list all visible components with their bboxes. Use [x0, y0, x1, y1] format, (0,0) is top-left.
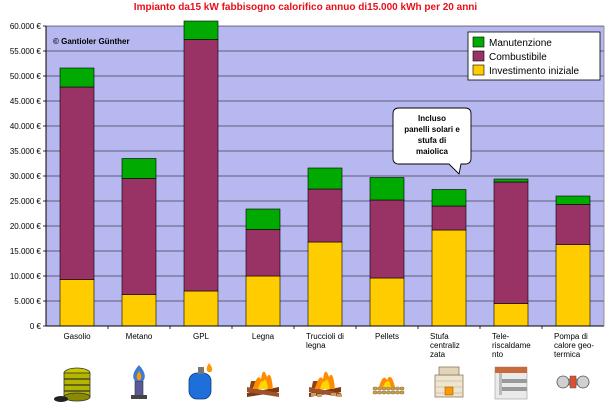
oil-barrel-icon [54, 367, 91, 402]
x-tick-label: Pompa di [554, 332, 588, 341]
legend-swatch [472, 36, 485, 48]
bar-segment-manutenzione [493, 178, 529, 183]
y-tick-label: 40.000 € [10, 122, 42, 131]
callout-bubble [392, 107, 472, 175]
bar-segment-manutenzione [245, 208, 281, 230]
bar-segment-combustibile [183, 39, 219, 292]
pellets-icon [372, 376, 405, 395]
x-tick-label: zata [430, 350, 446, 359]
bar-segment-investimento-iniziale [431, 229, 467, 327]
bar-segment-combustibile [307, 188, 343, 243]
bar-segment-combustibile [245, 229, 281, 277]
legend [467, 31, 601, 81]
gas-flame-icon [131, 365, 147, 399]
bar-segment-investimento-iniziale [307, 241, 343, 327]
bar-segment-investimento-iniziale [245, 275, 281, 327]
legend-swatch [472, 50, 485, 62]
bar-segment-manutenzione [431, 189, 467, 207]
bar-segment-investimento-iniziale [121, 294, 157, 327]
y-tick-label: 10.000 € [10, 272, 42, 281]
x-tick-label: Stufa [430, 332, 449, 341]
x-tick-label: Metano [126, 332, 153, 341]
legend-entry: Investimento iniziale [489, 66, 579, 77]
bar-segment-investimento-iniziale [59, 279, 95, 327]
bar-segment-manutenzione [555, 195, 591, 205]
x-tick-label: termica [554, 350, 581, 359]
bar-segment-combustibile [59, 86, 95, 280]
lpg-tank-icon [188, 363, 213, 400]
x-tick-label: calore geo- [554, 341, 594, 350]
callout-text: stufa di [418, 136, 446, 145]
chart-title: Impianto da15 kW fabbisogno calorifico a… [133, 2, 478, 13]
district-heating-icon [494, 366, 528, 400]
legend-swatch [472, 64, 485, 76]
bar-segment-investimento-iniziale [183, 290, 219, 327]
y-tick-label: 30.000 € [10, 172, 42, 181]
bar-segment-investimento-iniziale [493, 303, 529, 327]
callout-text: panelli solari e [404, 125, 460, 134]
central-stove-icon [434, 366, 464, 398]
y-tick-label: 50.000 € [10, 72, 42, 81]
bar-segment-manutenzione [59, 67, 95, 88]
x-tick-label: Tele- [492, 332, 510, 341]
bar-segment-manutenzione [369, 177, 405, 201]
callout-text: maiolica [416, 147, 449, 156]
y-tick-label: 55.000 € [10, 47, 42, 56]
callout-text: Incluso [418, 114, 446, 123]
wood-fire-icon [247, 371, 279, 397]
credit-label: © Gantioler Günther [53, 37, 130, 46]
heat-pump-icon [556, 375, 590, 389]
x-tick-label: legna [306, 341, 326, 350]
x-tick-label: Legna [252, 332, 275, 341]
y-tick-label: 35.000 € [10, 147, 42, 156]
legend-entry: Manutenzione [489, 38, 552, 49]
y-tick-label: 15.000 € [10, 247, 42, 256]
bar-segment-combustibile [431, 205, 467, 231]
bar-segment-combustibile [121, 178, 157, 295]
y-tick-label: 45.000 € [10, 97, 42, 106]
bar-segment-investimento-iniziale [369, 277, 405, 327]
wood-chips-fire-icon [309, 371, 342, 397]
bar-segment-manutenzione [183, 20, 219, 40]
legend-entry: Combustibile [489, 52, 547, 63]
bar-segment-combustibile [369, 199, 405, 279]
bar-segment-manutenzione [307, 167, 343, 190]
y-tick-label: 5.000 € [14, 297, 41, 306]
bar-segment-combustibile [493, 181, 529, 304]
y-tick-label: 60.000 € [10, 22, 42, 31]
bar-segment-manutenzione [121, 158, 157, 179]
bar-segment-investimento-iniziale [555, 244, 591, 327]
x-tick-label: Pellets [375, 332, 399, 341]
y-tick-label: 0 € [30, 322, 42, 331]
bar-segment-combustibile [555, 204, 591, 245]
x-tick-label: Truccioli di [306, 332, 344, 341]
x-tick-label: riscaldame [492, 341, 531, 350]
x-tick-label: Gasolio [63, 332, 91, 341]
x-tick-label: centraliz [430, 341, 460, 350]
y-tick-label: 25.000 € [10, 197, 42, 206]
x-tick-label: nto [492, 350, 504, 359]
x-tick-label: GPL [193, 332, 210, 341]
y-tick-label: 20.000 € [10, 222, 42, 231]
